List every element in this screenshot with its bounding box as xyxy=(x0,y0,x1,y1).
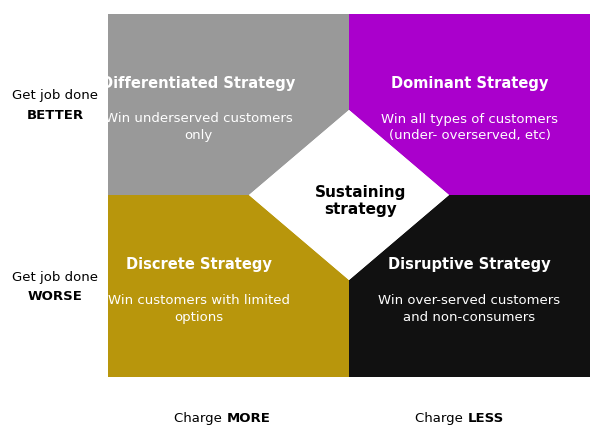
Text: Charge: Charge xyxy=(175,412,227,424)
Text: Win underserved customers
only: Win underserved customers only xyxy=(104,112,292,142)
Text: BETTER: BETTER xyxy=(26,109,83,122)
Text: LESS: LESS xyxy=(467,412,504,424)
Text: Charge: Charge xyxy=(415,412,467,424)
Text: MORE: MORE xyxy=(227,412,271,424)
Text: Win over-served customers
and non-consumers: Win over-served customers and non-consum… xyxy=(379,293,560,323)
Text: Get job done: Get job done xyxy=(12,89,98,102)
Text: WORSE: WORSE xyxy=(28,290,82,303)
Text: Disruptive Strategy: Disruptive Strategy xyxy=(388,257,551,272)
Text: Sustaining
strategy: Sustaining strategy xyxy=(316,184,407,217)
Text: Win all types of customers
(under- overserved, etc): Win all types of customers (under- overs… xyxy=(381,112,558,142)
Polygon shape xyxy=(108,15,349,196)
Text: Discrete Strategy: Discrete Strategy xyxy=(125,257,271,272)
Text: Get job done: Get job done xyxy=(12,270,98,283)
Text: Win customers with limited
options: Win customers with limited options xyxy=(107,293,290,323)
Text: Dominant Strategy: Dominant Strategy xyxy=(391,76,548,91)
Text: Differentiated Strategy: Differentiated Strategy xyxy=(101,76,296,91)
Polygon shape xyxy=(349,196,590,377)
Polygon shape xyxy=(349,15,590,196)
Polygon shape xyxy=(249,111,449,280)
Polygon shape xyxy=(108,196,349,377)
